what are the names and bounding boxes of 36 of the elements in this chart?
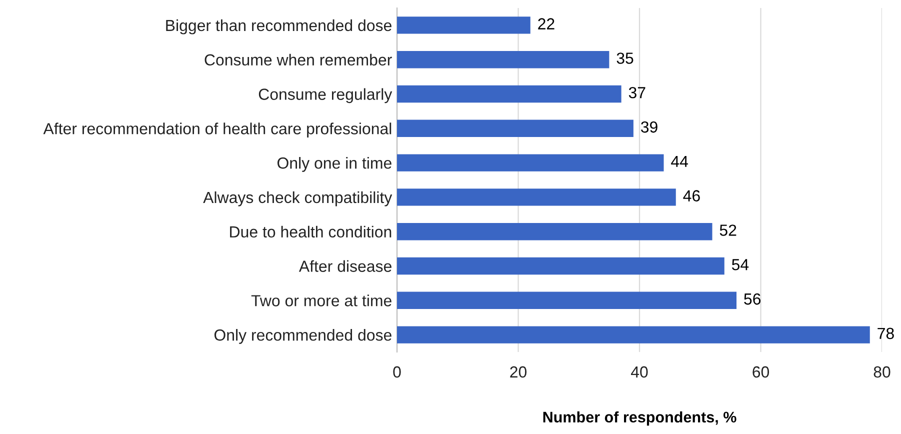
x-axis-title: Number of respondents, % (543, 411, 736, 426)
bar (397, 223, 712, 240)
y-tick-label: After recommendation of health care professional (43, 122, 392, 138)
bar (397, 326, 870, 344)
y-tick-label: Consume when remember (204, 54, 392, 66)
x-tick-label: 60 (752, 366, 770, 378)
data-label: 78 (878, 328, 894, 340)
y-tick-label: Bigger than recommended dose (166, 19, 392, 34)
bar (397, 154, 664, 172)
bar (397, 292, 736, 309)
x-tick-label: 20 (510, 366, 527, 378)
y-tick-label: Due to health condition (230, 226, 392, 238)
data-label: 54 (732, 259, 749, 270)
bar (397, 120, 634, 137)
y-tick-label: After disease (298, 260, 392, 272)
bar (397, 85, 622, 103)
data-label: 37 (628, 86, 646, 98)
data-label: 39 (640, 121, 658, 133)
data-label: 52 (720, 224, 736, 236)
bar (397, 51, 610, 68)
data-label: 35 (616, 52, 634, 64)
y-tick-label: Only recommended dose (214, 329, 392, 344)
data-label: 56 (744, 293, 761, 305)
bar (397, 16, 530, 34)
data-label: 46 (683, 190, 700, 202)
data-label: 22 (538, 18, 554, 30)
x-tick-label: 0 (393, 366, 401, 378)
bar (397, 188, 676, 206)
x-tick-label: 40 (630, 366, 648, 378)
x-tick-label: 80 (874, 366, 890, 378)
y-tick-label: Consume regularly (258, 88, 392, 104)
data-label: 44 (671, 156, 688, 167)
y-tick-label: Two or more at time (251, 294, 392, 306)
y-tick-label: Only one in time (277, 157, 392, 172)
y-tick-label: Always check compatibility (203, 191, 392, 206)
bar (397, 257, 724, 275)
